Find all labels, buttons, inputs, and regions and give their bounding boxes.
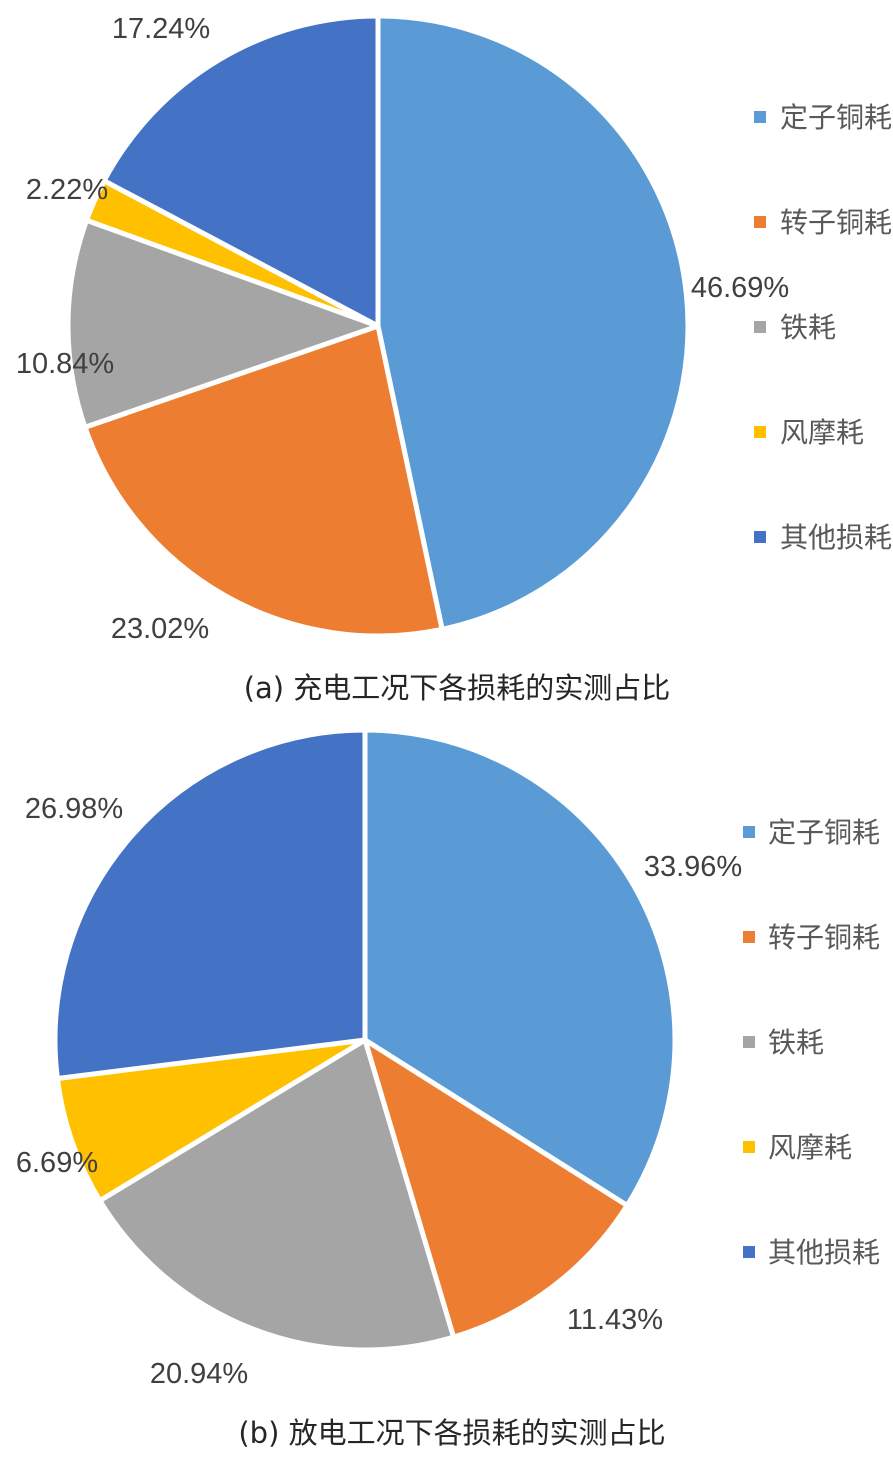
legend-item-other: 其他损耗 — [754, 521, 892, 554]
data-label-iron: 20.94% — [150, 1358, 248, 1390]
legend-label: 转子铜耗 — [768, 921, 880, 954]
legend-item-other: 其他损耗 — [743, 1236, 880, 1269]
pie-data-labels-discharging: 33.96% 11.43% 20.94% 6.69% 26.98% — [16, 793, 742, 1390]
legend-charging: 定子铜耗 转子铜耗 铁耗 风摩耗 其他损耗 — [754, 101, 892, 554]
pie-slice-rotor-copper — [82, 323, 445, 639]
legend-item-iron: 铁耗 — [754, 311, 836, 344]
data-label-windage-friction: 6.69% — [16, 1147, 98, 1179]
legend-item-windage-friction: 风摩耗 — [743, 1131, 852, 1164]
legend-item-rotor-copper: 转子铜耗 — [754, 206, 892, 239]
legend-item-stator-copper: 定子铜耗 — [743, 816, 880, 849]
caption-charging: (a) 充电工况下各损耗的实测占比 — [244, 671, 671, 705]
pie-chart-discharging: 33.96% 11.43% 20.94% 6.69% 26.98% 定子铜耗 转… — [16, 727, 880, 1450]
data-label-other: 17.24% — [112, 13, 210, 45]
legend-discharging: 定子铜耗 转子铜耗 铁耗 风摩耗 其他损耗 — [743, 816, 880, 1269]
legend-swatch — [754, 531, 766, 543]
legend-swatch — [743, 1141, 755, 1153]
legend-label: 转子铜耗 — [780, 206, 892, 239]
legend-item-windage-friction: 风摩耗 — [754, 416, 864, 449]
legend-label: 铁耗 — [768, 1026, 824, 1059]
data-label-stator-copper: 46.69% — [691, 272, 789, 304]
legend-item-rotor-copper: 转子铜耗 — [743, 921, 880, 954]
data-label-rotor-copper: 23.02% — [111, 613, 209, 645]
legend-swatch — [754, 321, 766, 333]
pie-data-labels-charging: 46.69% 23.02% 10.84% 2.22% 17.24% — [16, 13, 789, 645]
pie-slice-other — [101, 13, 381, 329]
caption-discharging: (b) 放电工况下各损耗的实测占比 — [238, 1416, 665, 1450]
pie-slices-charging — [65, 13, 691, 639]
legend-swatch — [754, 216, 766, 228]
pie-slice-stator-copper — [375, 13, 691, 632]
legend-swatch — [743, 826, 755, 838]
legend-label: 风摩耗 — [768, 1131, 852, 1164]
pie-slice-windage-friction — [54, 1037, 368, 1204]
pie-slice-other — [52, 727, 368, 1081]
legend-item-iron: 铁耗 — [743, 1026, 824, 1059]
data-label-windage-friction: 2.22% — [26, 174, 108, 206]
data-label-stator-copper: 33.96% — [644, 851, 742, 883]
pie-slice-iron — [65, 217, 381, 430]
legend-swatch — [743, 1246, 755, 1258]
legend-swatch — [743, 931, 755, 943]
legend-swatch — [754, 111, 766, 123]
legend-swatch — [754, 426, 766, 438]
data-label-iron: 10.84% — [16, 348, 114, 380]
legend-label: 定子铜耗 — [780, 101, 892, 134]
data-label-rotor-copper: 11.43% — [567, 1304, 663, 1336]
pie-chart-charging: 46.69% 23.02% 10.84% 2.22% 17.24% 定子铜耗 转… — [16, 13, 892, 705]
pie-slice-rotor-copper — [362, 1037, 630, 1340]
legend-label: 风摩耗 — [780, 416, 864, 449]
legend-swatch — [743, 1036, 755, 1048]
legend-item-stator-copper: 定子铜耗 — [754, 101, 892, 134]
data-label-other: 26.98% — [25, 793, 123, 825]
legend-label: 其他损耗 — [780, 521, 892, 554]
pie-slices-discharging — [52, 727, 678, 1353]
legend-label: 定子铜耗 — [768, 816, 880, 849]
pie-slice-iron — [97, 1037, 457, 1353]
legend-label: 铁耗 — [780, 311, 836, 344]
legend-label: 其他损耗 — [768, 1236, 880, 1269]
